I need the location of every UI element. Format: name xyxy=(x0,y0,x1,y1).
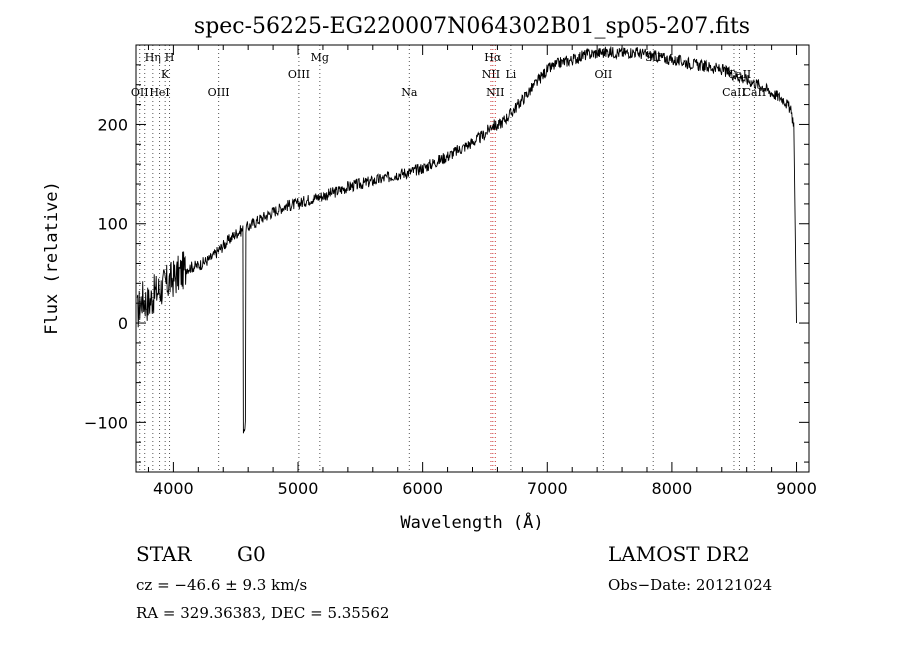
x-axis-label: Wavelength (Å) xyxy=(400,511,543,533)
line-label-3: HeI xyxy=(149,86,169,99)
object-class: STAR xyxy=(136,542,192,566)
object-subclass: G0 xyxy=(237,542,266,566)
x-axis: 4000 5000 6000 7000 8000 9000 xyxy=(147,45,817,498)
y-tick-label: 100 xyxy=(97,215,128,234)
line-label-2: Hη xyxy=(145,51,161,64)
x-tick-label: 6000 xyxy=(402,479,443,498)
y-axis-label: Flux (relative) xyxy=(42,181,62,335)
plot-frame xyxy=(135,44,810,473)
x-tick-label: 8000 xyxy=(652,479,693,498)
line-label-5: H xyxy=(165,51,175,64)
line-label-6: OIII xyxy=(208,86,230,99)
line-label-10: NII xyxy=(482,68,500,81)
chart-title: spec-56225-EG220007N064302B01_sp05-207.f… xyxy=(194,14,750,39)
y-tick-label: −100 xyxy=(84,413,128,432)
line-label-8: Mg xyxy=(311,51,329,64)
x-tick-label: 7000 xyxy=(527,479,568,498)
y-axis: −100 0 100 200 xyxy=(84,64,809,463)
line-label-12: NII xyxy=(486,86,504,99)
line-label-7: OIII xyxy=(288,68,310,81)
line-label-4: K xyxy=(161,68,170,81)
line-label-9: Na xyxy=(401,86,418,99)
spectrum-line-0 xyxy=(136,46,797,434)
line-label-14: OII xyxy=(595,68,613,81)
observation-date: Obs−Date: 20121024 xyxy=(608,576,773,594)
x-tick-label: 9000 xyxy=(776,479,817,498)
x-tick-label: 5000 xyxy=(278,479,319,498)
y-tick-label: 200 xyxy=(97,115,128,134)
series-layer xyxy=(136,46,797,434)
line-label-13: Li xyxy=(505,68,516,81)
survey-name: LAMOST DR2 xyxy=(608,542,750,566)
line-label-0: OII xyxy=(131,86,149,99)
y-tick-label: 0 xyxy=(118,314,128,333)
x-tick-label: 4000 xyxy=(153,479,194,498)
line-label-11: Hα xyxy=(484,51,502,64)
redshift-readout: cz = −46.6 ± 9.3 km/s xyxy=(136,576,308,594)
coordinates-readout: RA = 329.36383, DEC = 5.35562 xyxy=(136,604,390,622)
